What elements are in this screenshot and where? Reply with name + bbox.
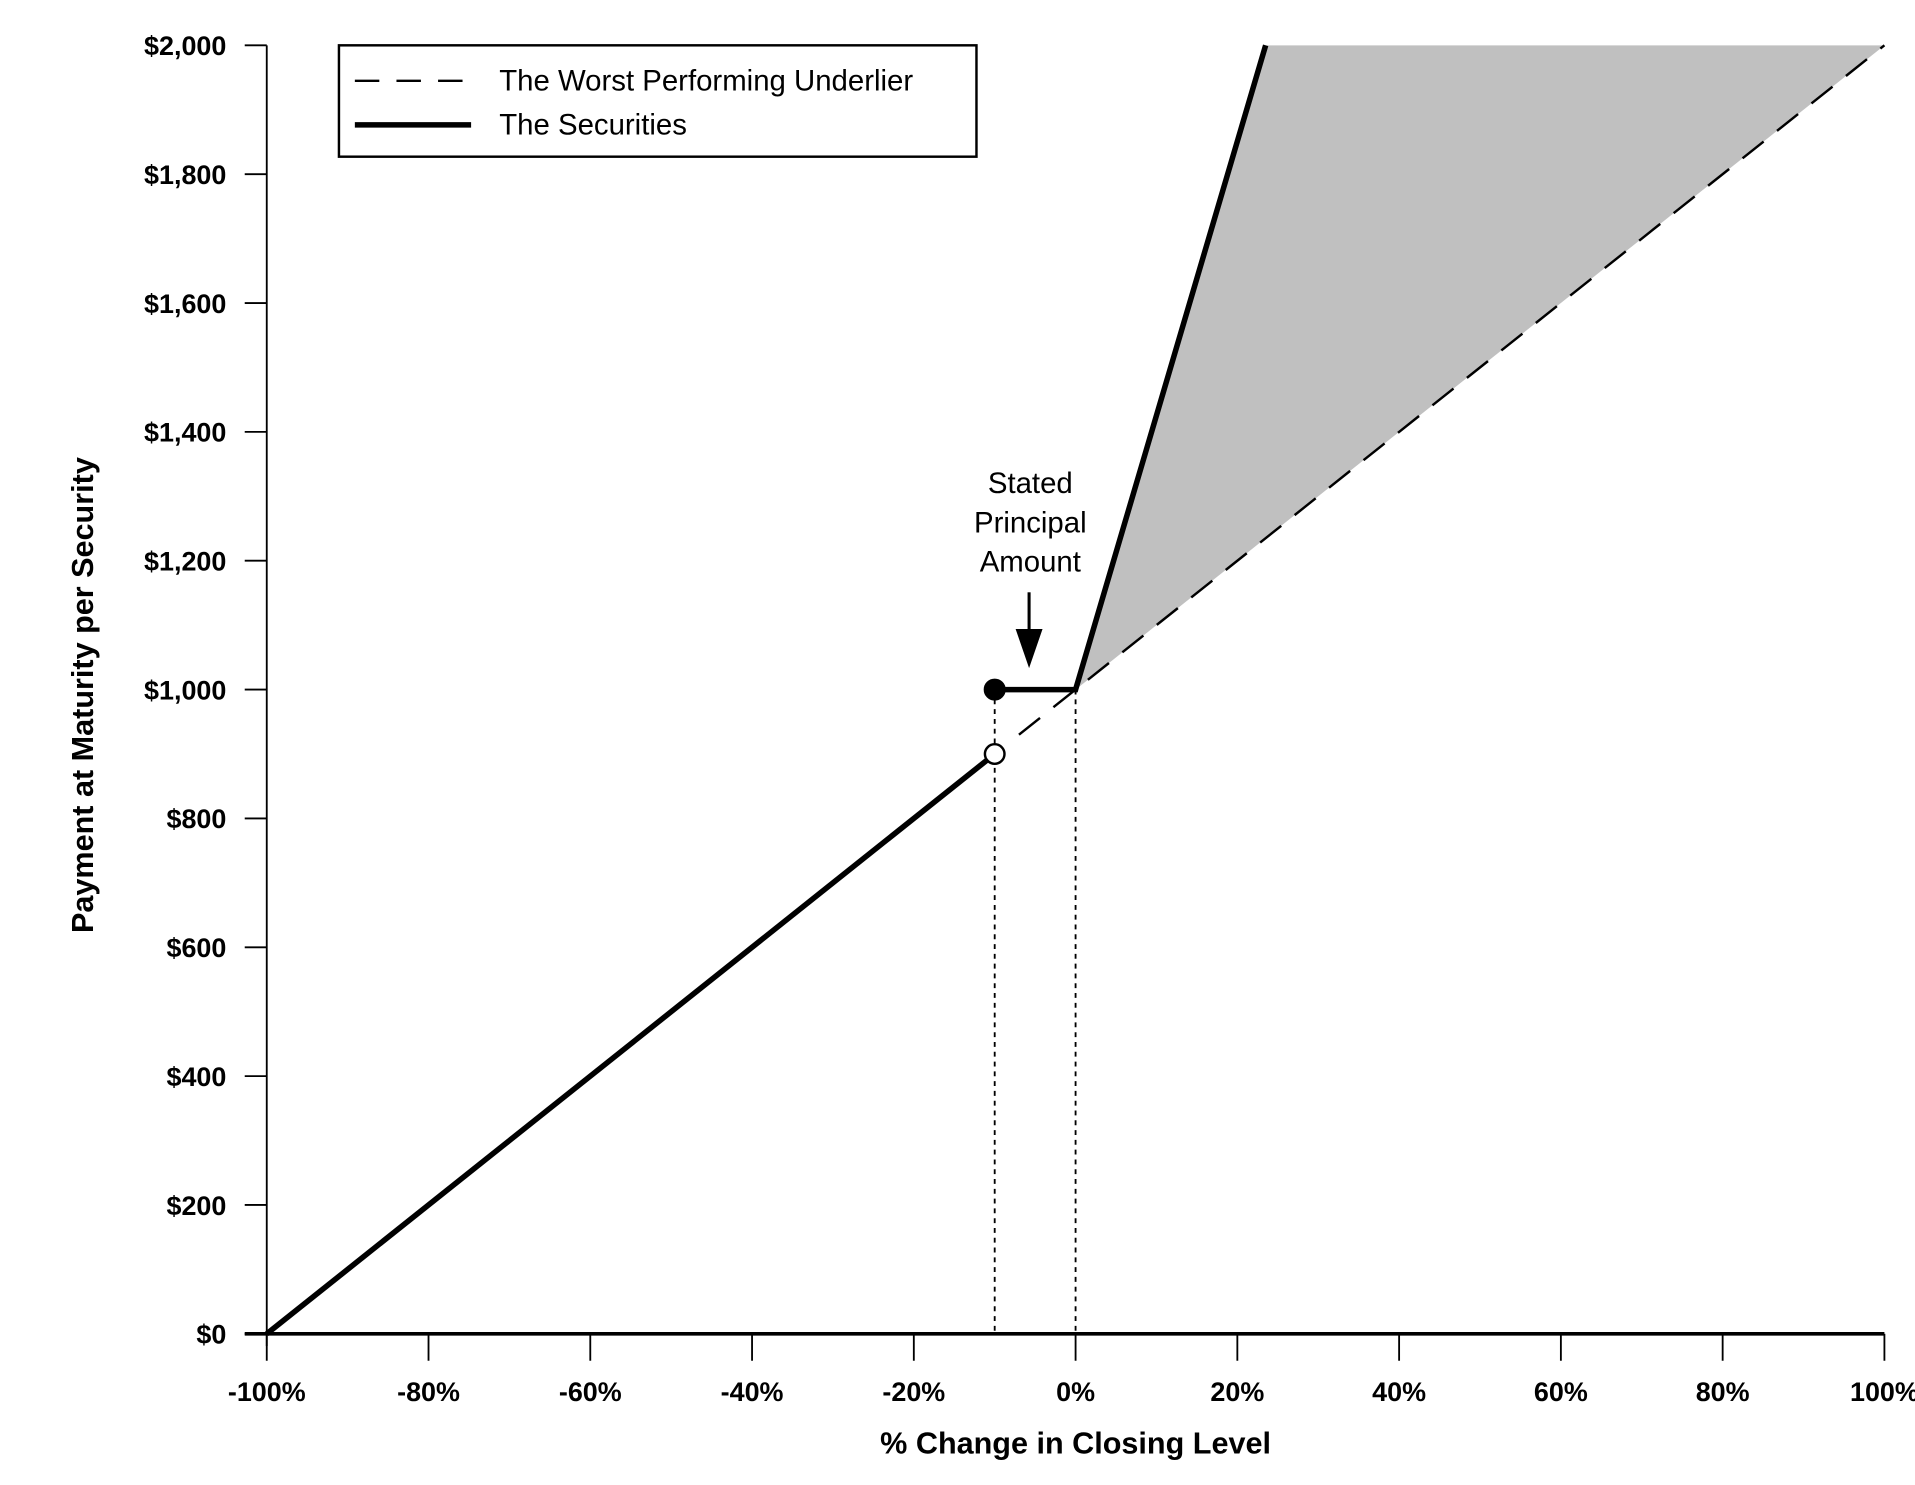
x-tick-label: -20% [882, 1377, 945, 1407]
annotation: Stated Principal Amount [974, 467, 1087, 669]
y-axis-label: Payment at Maturity per Security [66, 457, 100, 933]
x-tick-label: -80% [397, 1377, 460, 1407]
underlier-line [1018, 44, 1886, 736]
x-tick-label: 40% [1372, 1377, 1426, 1407]
securities-line-segment-1 [265, 751, 997, 1336]
filled-marker [983, 678, 1006, 701]
x-axis-label: % Change in Closing Level [880, 1427, 1271, 1461]
y-tick-label: $400 [167, 1062, 227, 1092]
y-tick-label: $0 [196, 1320, 226, 1350]
y-tick-label: $1,800 [144, 160, 226, 190]
x-tick-label: -40% [721, 1377, 784, 1407]
legend-label-securities: The Securities [499, 109, 687, 142]
legend: The Worst Performing Underlier The Secur… [337, 44, 978, 158]
legend-label-underlier: The Worst Performing Underlier [499, 65, 913, 98]
securities-line-segment-2 [994, 44, 1269, 693]
x-tick-label: -60% [559, 1377, 622, 1407]
x-tick-label: 20% [1210, 1377, 1264, 1407]
y-tick-label: $1,200 [144, 547, 226, 577]
legend-box [337, 44, 978, 158]
open-marker [983, 742, 1006, 766]
y-tick-label: $600 [167, 933, 227, 963]
y-tick-label: $1,600 [144, 289, 226, 319]
y-tick-label: $1,000 [144, 675, 226, 705]
x-tick-label: 80% [1696, 1377, 1750, 1407]
x-tick-label: -100% [228, 1377, 306, 1407]
annotation-line-1: Stated [988, 467, 1073, 500]
y-tick-label: $800 [167, 804, 227, 834]
x-tick-label: 100% [1850, 1377, 1915, 1407]
y-tick-label: $200 [167, 1191, 227, 1221]
y-tick-label: $2,000 [144, 31, 226, 61]
annotation-line-3: Amount [980, 545, 1081, 578]
annotation-line-2: Principal [974, 506, 1087, 539]
x-tick-label: 0% [1056, 1377, 1095, 1407]
y-tick-label: $1,400 [144, 418, 226, 448]
annotation-arrow-head [1015, 629, 1043, 669]
x-tick-label: 60% [1534, 1377, 1588, 1407]
